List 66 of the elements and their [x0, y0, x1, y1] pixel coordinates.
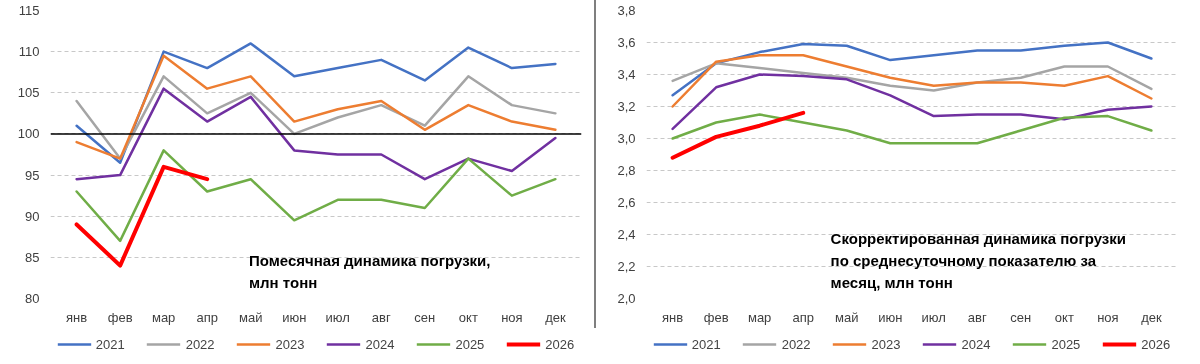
- x-tick-label: июн: [282, 309, 307, 325]
- x-tick-label: апр: [196, 309, 218, 325]
- x-tick-label: мар: [151, 309, 176, 325]
- text: Скорректированная динамика погрузки по среднесуточному показателю за месяц, млн тонн: [830, 229, 1126, 291]
- x-tick-label: июн: [878, 309, 903, 325]
- line-series: [671, 62, 1153, 92]
- legend-label: 2025: [1051, 336, 1081, 352]
- x-tick-label: окт: [458, 309, 478, 325]
- legend-label: 2026: [545, 336, 575, 352]
- legend-label: 2024: [961, 336, 991, 352]
- line-series: [671, 113, 1153, 145]
- y-tick-label: 2,4: [617, 227, 636, 242]
- y-tick-label: 105: [17, 85, 40, 101]
- legend-label: 2024: [365, 336, 395, 352]
- x-tick-label: дек: [1141, 309, 1162, 325]
- x-tick-label: апр: [792, 309, 814, 325]
- text: Помесячная динамика погрузки, млн тонн: [248, 251, 491, 291]
- line-series: [671, 41, 1153, 97]
- legend-label: 2023: [275, 336, 305, 352]
- line-series: [74, 164, 210, 268]
- y-tick-label: 100: [17, 126, 40, 142]
- line-series: [671, 54, 1153, 108]
- x-tick-label: авг: [967, 309, 987, 325]
- legend-label: 2023: [871, 336, 901, 352]
- legend-label: 2022: [185, 336, 215, 352]
- legend-label: 2026: [1141, 336, 1171, 352]
- y-tick-label: 3,4: [617, 67, 636, 82]
- x-tick-label: окт: [1054, 309, 1074, 325]
- y-tick-label: 3,6: [617, 35, 636, 50]
- x-tick-label: фев: [703, 309, 729, 325]
- legend-label: 2021: [691, 336, 721, 352]
- y-tick-label: 2,2: [617, 259, 636, 274]
- x-tick-label: июл: [921, 309, 946, 325]
- y-tick-label: 90: [25, 208, 40, 224]
- y-tick-label: 95: [25, 167, 40, 183]
- x-tick-label: дек: [545, 309, 566, 325]
- x-tick-label: авг: [371, 309, 391, 325]
- y-tick-label: 85: [25, 249, 40, 265]
- legend-label: 2025: [455, 336, 485, 352]
- y-tick-label: 110: [18, 44, 40, 60]
- y-tick-label: 2,0: [617, 291, 636, 306]
- legend-label: 2022: [781, 336, 811, 352]
- y-tick-label: 3,0: [617, 131, 636, 146]
- y-tick-label: 2,8: [617, 163, 636, 178]
- line-series: [75, 75, 557, 160]
- legend-label: 2021: [95, 336, 125, 352]
- y-tick-label: 2,6: [617, 195, 636, 210]
- line-series: [75, 87, 557, 181]
- y-tick-label: 80: [25, 291, 40, 306]
- x-tick-label: сен: [1010, 309, 1032, 325]
- x-tick-label: май: [835, 309, 859, 325]
- x-tick-label: янв: [662, 309, 684, 325]
- x-tick-label: фев: [107, 309, 133, 325]
- x-tick-label: июл: [325, 309, 350, 325]
- x-tick-label: ноя: [501, 309, 523, 325]
- x-tick-label: янв: [66, 309, 88, 325]
- line-series: [670, 110, 806, 160]
- line-series: [671, 73, 1153, 131]
- x-tick-label: сен: [414, 309, 436, 325]
- x-tick-label: май: [239, 309, 263, 325]
- y-tick-label: 3,8: [617, 3, 636, 18]
- x-tick-label: мар: [747, 309, 772, 325]
- line-series: [75, 149, 557, 243]
- y-tick-label: 3,2: [617, 99, 636, 114]
- y-tick-label: 115: [18, 3, 40, 18]
- x-tick-label: ноя: [1097, 309, 1119, 325]
